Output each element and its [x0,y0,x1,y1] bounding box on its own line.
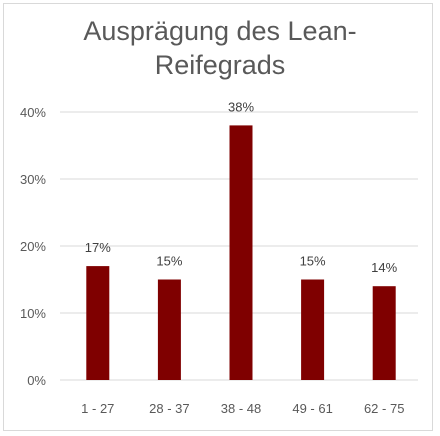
data-label: 17% [85,240,111,255]
y-tick-label: 20% [20,239,46,254]
y-tick-label: 0% [27,373,46,388]
bar-1 [86,266,110,380]
chart-title: Ausprägung des Lean- Reifegrads [0,14,440,82]
chart-title-line-2: Reifegrads [154,50,286,80]
y-tick-label: 30% [20,172,46,187]
y-tick-label: 10% [20,306,46,321]
x-tick-label: 1 - 27 [81,401,114,416]
x-tick-label: 38 - 48 [221,401,261,416]
bar-4 [301,279,325,380]
bar-2 [157,279,181,380]
chart-frame [3,3,433,431]
x-tick-label: 62 - 75 [364,401,404,416]
x-tick-label: 49 - 61 [292,401,332,416]
bar-3 [229,125,253,381]
x-tick-label: 28 - 37 [149,401,189,416]
data-label: 38% [228,99,254,114]
y-tick-label: 40% [20,105,46,120]
data-label: 14% [371,260,397,275]
data-label: 15% [300,254,326,269]
data-label: 15% [156,254,182,269]
bar-5 [372,286,396,380]
chart-title-line-1: Ausprägung des Lean- [83,16,357,46]
